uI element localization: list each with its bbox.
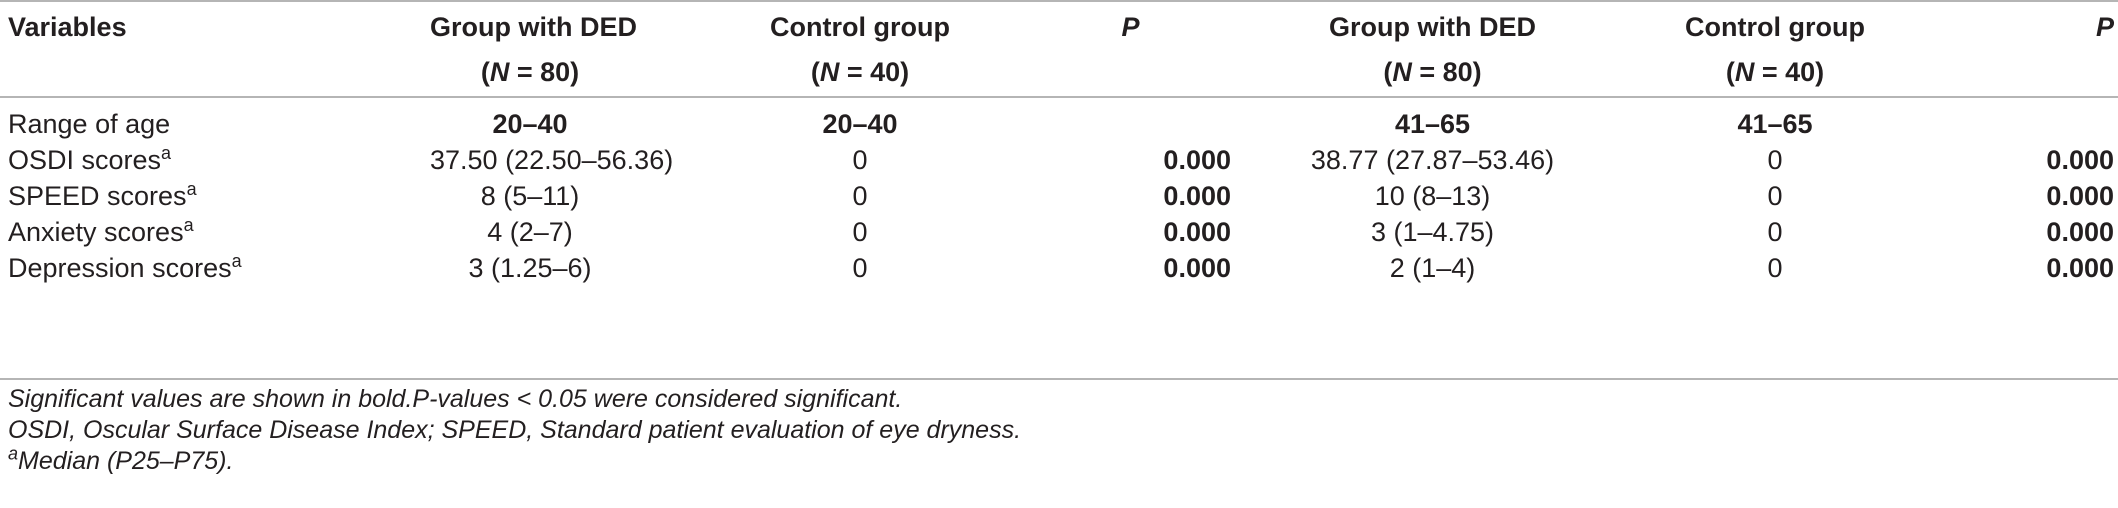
footnote-median: aMedian (P25–P75).: [8, 443, 234, 475]
cell: 0.000: [2046, 181, 2114, 211]
cell: 0: [852, 181, 868, 211]
cell: 0: [852, 253, 868, 283]
cell: 4 (2–7): [487, 217, 573, 247]
table-row-age: Range of age 20–40 20–40 41–65 41–65: [0, 106, 2118, 142]
cell: 3 (1.25–6): [468, 253, 592, 283]
bottom-rule: [0, 378, 2118, 380]
cell: 0.000: [2046, 145, 2114, 175]
header-group-ded-1: Group with DED (N = 80): [430, 12, 637, 87]
cell: 0.000: [1163, 253, 1231, 283]
table-row-depression: Depression scoresa 3 (1.25–6) 0 0.000 2 …: [0, 250, 2118, 286]
table-row-osdi: OSDI scoresa 37.50 (22.50–56.36) 0 0.000…: [0, 142, 2118, 178]
row-label: SPEED scoresa: [8, 179, 197, 211]
cell: 0: [1767, 217, 1783, 247]
table-row-anxiety: Anxiety scoresa 4 (2–7) 0 0.000 3 (1–4.7…: [0, 214, 2118, 250]
cell: 10 (8–13): [1374, 181, 1491, 211]
cell: 0.000: [1163, 217, 1231, 247]
footnote-significance: Significant values are shown in bold.P-v…: [8, 385, 903, 413]
cell: 2 (1–4): [1389, 253, 1476, 283]
header-variables: Variables: [8, 12, 127, 42]
cell: 0: [852, 145, 868, 175]
cell: 0.000: [2046, 217, 2114, 247]
cell: 0: [1767, 145, 1783, 175]
cell: 38.77 (27.87–53.46): [1310, 145, 1555, 175]
table-row-speed: SPEED scoresa 8 (5–11) 0 0.000 10 (8–13)…: [0, 178, 2118, 214]
cell: 37.50 (22.50–56.36): [430, 145, 674, 175]
cell: 41–65: [1394, 109, 1471, 139]
header-control-1: Control group (N = 40): [770, 12, 950, 87]
cell: 0.000: [2046, 253, 2114, 283]
row-label: Anxiety scoresa: [8, 215, 194, 247]
header-group-ded-2: Group with DED (N = 80): [1329, 12, 1536, 87]
cell: 8 (5–11): [480, 181, 580, 211]
cell: 0: [1767, 181, 1783, 211]
cell: 20–40: [822, 109, 898, 139]
table-footnotes: Significant values are shown in bold.P-v…: [8, 384, 1021, 477]
header-control-2: Control group (N = 40): [1685, 12, 1865, 87]
cell: 0.000: [1163, 145, 1231, 175]
cell: 3 (1–4.75): [1370, 217, 1495, 247]
top-rule: [0, 0, 2118, 2]
header-rule: [0, 96, 2118, 98]
footnote-abbreviations: OSDI, Oscular Surface Disease Index; SPE…: [8, 416, 1022, 444]
row-label: Range of age: [8, 109, 171, 139]
row-label: OSDI scoresa: [8, 143, 172, 175]
header-p-2: P: [2095, 12, 2114, 42]
results-table: Variables Group with DED (N = 80) Contro…: [0, 0, 2118, 286]
cell: 20–40: [492, 109, 568, 139]
cell: [1900, 106, 2118, 142]
cell: [970, 106, 1235, 142]
row-label: Depression scoresa: [8, 251, 242, 283]
header-p-1: P: [1121, 12, 1140, 42]
cell: 0: [852, 217, 868, 247]
cell: 0: [1767, 253, 1783, 283]
cell: 0.000: [1163, 181, 1231, 211]
cell: 41–65: [1737, 109, 1813, 139]
header-row: Variables Group with DED (N = 80) Contro…: [0, 0, 2118, 100]
